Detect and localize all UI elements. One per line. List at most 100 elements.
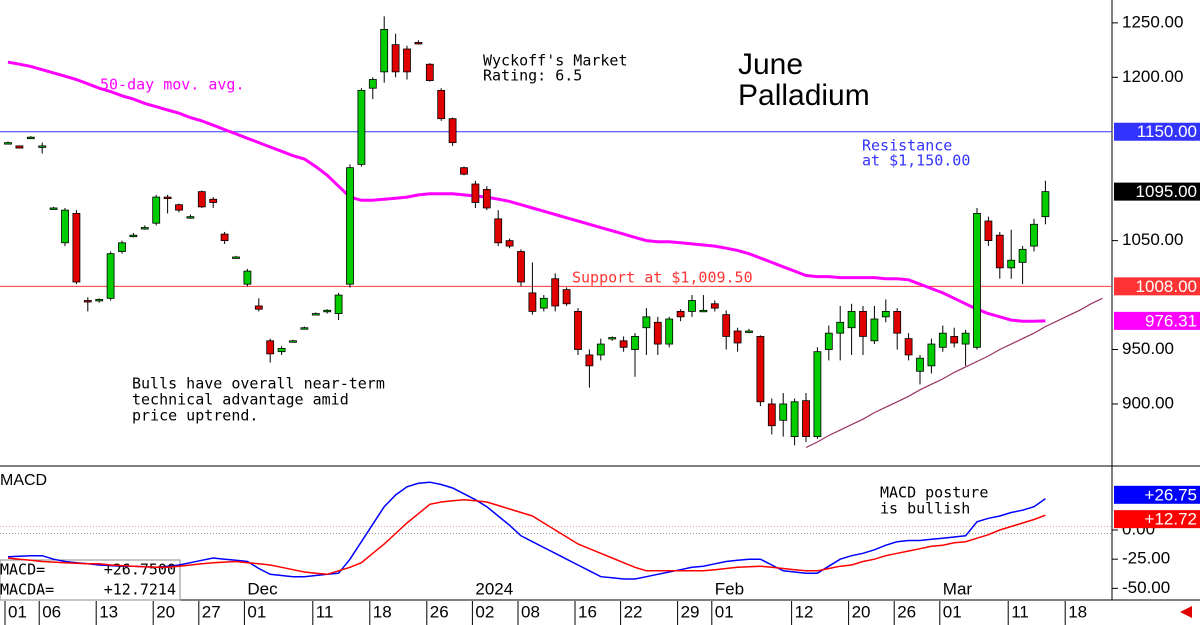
candle-body: [391, 44, 400, 73]
y-tick-label: 1250.00: [1122, 12, 1183, 31]
candle-body: [756, 336, 765, 403]
candle-body: [334, 294, 343, 314]
candle-body: [15, 145, 24, 149]
candle-body: [289, 340, 297, 343]
candle-body: [266, 340, 275, 355]
candle-body: [254, 305, 263, 310]
value-box: [1114, 277, 1200, 296]
candle-body: [688, 300, 696, 312]
candle-body: [916, 357, 924, 372]
value-box-label: 976.31: [1145, 311, 1197, 330]
x-tick-label: 20: [852, 602, 871, 621]
candle-body: [802, 400, 810, 438]
annotation: MACD posture: [880, 484, 988, 502]
candle-body: [619, 340, 628, 348]
reference-note: Resistance: [862, 137, 952, 155]
x-tick-label: 01: [943, 602, 962, 621]
x-tick-label: 29: [681, 602, 700, 621]
candle-body: [574, 310, 582, 350]
y-tick-label: -25.00: [1122, 549, 1170, 568]
x-tick-label: 18: [373, 602, 392, 621]
value-box-label: 1150.00: [1137, 122, 1197, 141]
x-period-label: Dec: [247, 579, 278, 598]
candle-body: [950, 336, 959, 344]
x-tick-label: 26: [430, 602, 449, 621]
y-tick-label: -50.00: [1122, 578, 1170, 597]
x-tick-label: 26: [897, 602, 916, 621]
value-box-label: +12.72: [1145, 510, 1197, 529]
candle-body: [300, 327, 309, 330]
candle-body: [425, 63, 434, 81]
candle-body: [631, 336, 639, 350]
y-tick-label: 950.00: [1122, 339, 1174, 358]
macd-line: [7, 481, 1046, 580]
candle-body: [596, 343, 605, 356]
candle-body: [699, 309, 708, 313]
value-box: [1114, 182, 1200, 201]
candle-body: [163, 196, 172, 199]
x-period-label: Mar: [943, 579, 973, 598]
candle-body: [870, 318, 879, 342]
value-box-label: +26.75: [1145, 485, 1197, 504]
candle-body: [460, 167, 468, 175]
candle-body: [745, 330, 753, 333]
candle-body: [437, 89, 446, 120]
candle-body: [938, 332, 947, 348]
candle-body: [927, 343, 936, 367]
candle-body: [311, 313, 320, 316]
candle-body: [61, 209, 69, 244]
candle-body: [277, 348, 286, 353]
candle-body: [414, 42, 423, 45]
x-tick-label: 01: [715, 602, 734, 621]
x-tick-label: 06: [42, 602, 61, 621]
candle-body: [710, 303, 719, 309]
annotation: price uptrend.: [132, 407, 258, 425]
x-tick-label: 12: [795, 602, 814, 621]
macd-line: [7, 498, 1046, 576]
candle-body: [608, 337, 617, 340]
readout-value: +26.7500: [104, 561, 176, 579]
candle-body: [517, 251, 525, 283]
candle-body: [881, 310, 890, 318]
value-box: [1114, 485, 1200, 504]
chart-title: June: [738, 48, 803, 81]
x-tick-label: 08: [521, 602, 540, 621]
candle-body: [733, 330, 742, 344]
candle-body: [72, 213, 81, 283]
candle-body: [140, 227, 149, 230]
candle-body: [49, 207, 58, 210]
value-box-label: 1095.00: [1136, 182, 1197, 201]
candle-body: [209, 198, 218, 203]
value-box-label: 1008.00: [1136, 277, 1197, 296]
annotation: is bullish: [880, 500, 970, 518]
y-tick-label: 900.00: [1122, 393, 1174, 412]
y-tick-label: 1200.00: [1122, 67, 1183, 86]
candle-body: [95, 299, 104, 302]
reference-note: Support at $1,009.50: [572, 269, 753, 287]
candle-body: [642, 316, 651, 329]
candle-body: [380, 28, 389, 73]
candle-body: [973, 213, 981, 348]
candle-body: [494, 218, 503, 244]
candle-body: [676, 310, 685, 318]
annotation: Bulls have overall near-term: [132, 375, 385, 393]
readout-label: MACD=: [0, 561, 45, 579]
candle-body: [106, 253, 115, 299]
candle-body: [1030, 223, 1038, 247]
candle-body: [220, 233, 229, 242]
annotation: technical advantage amid: [132, 391, 349, 409]
x-tick-label: 01: [8, 602, 27, 621]
candle-body: [83, 300, 92, 303]
candle-body: [551, 278, 560, 307]
annotation: Wyckoff's Market: [483, 52, 628, 70]
annotation: Rating: 6.5: [483, 67, 582, 85]
candle-body: [471, 183, 480, 203]
candle-body: [232, 256, 240, 259]
candle-body: [38, 145, 47, 148]
x-tick-label: 20: [156, 602, 175, 621]
reference-note: at $1,150.00: [862, 152, 970, 170]
chart-title: Palladium: [738, 79, 870, 112]
candle-body: [539, 297, 548, 309]
